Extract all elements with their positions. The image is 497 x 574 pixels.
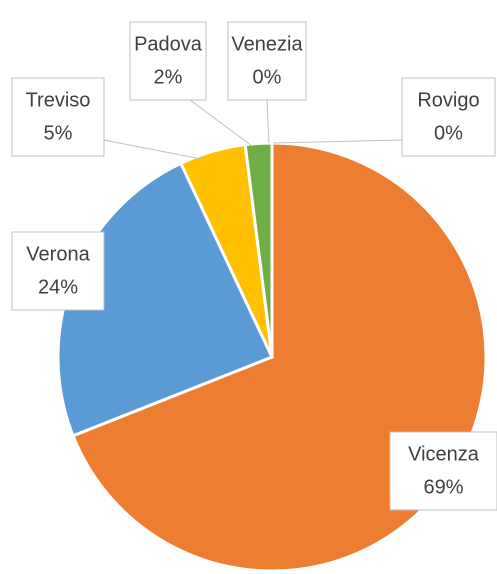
leader-line [189,99,253,147]
data-label-name: Verona [26,244,90,266]
leader-line [103,139,207,161]
data-label-box [11,77,105,157]
data-label-box [227,21,307,101]
data-label-name: Treviso [26,90,91,112]
data-label-name: Padova [134,34,203,56]
data-label-box [401,77,496,157]
data-label-value: 0% [253,66,282,88]
data-label-value: 24% [38,276,78,298]
data-label-name: Vicenza [408,444,480,466]
data-label-name: Venezia [231,34,303,56]
data-label-value: 0% [434,122,463,144]
leader-line [266,99,270,144]
data-label-box [129,21,207,101]
data-label-value: 69% [423,476,463,498]
data-label-name: Rovigo [417,90,479,112]
data-label-value: 5% [44,122,73,144]
leader-line [272,139,403,144]
data-label-box [389,431,497,511]
data-label-box [11,231,105,311]
data-label-value: 2% [154,66,183,88]
